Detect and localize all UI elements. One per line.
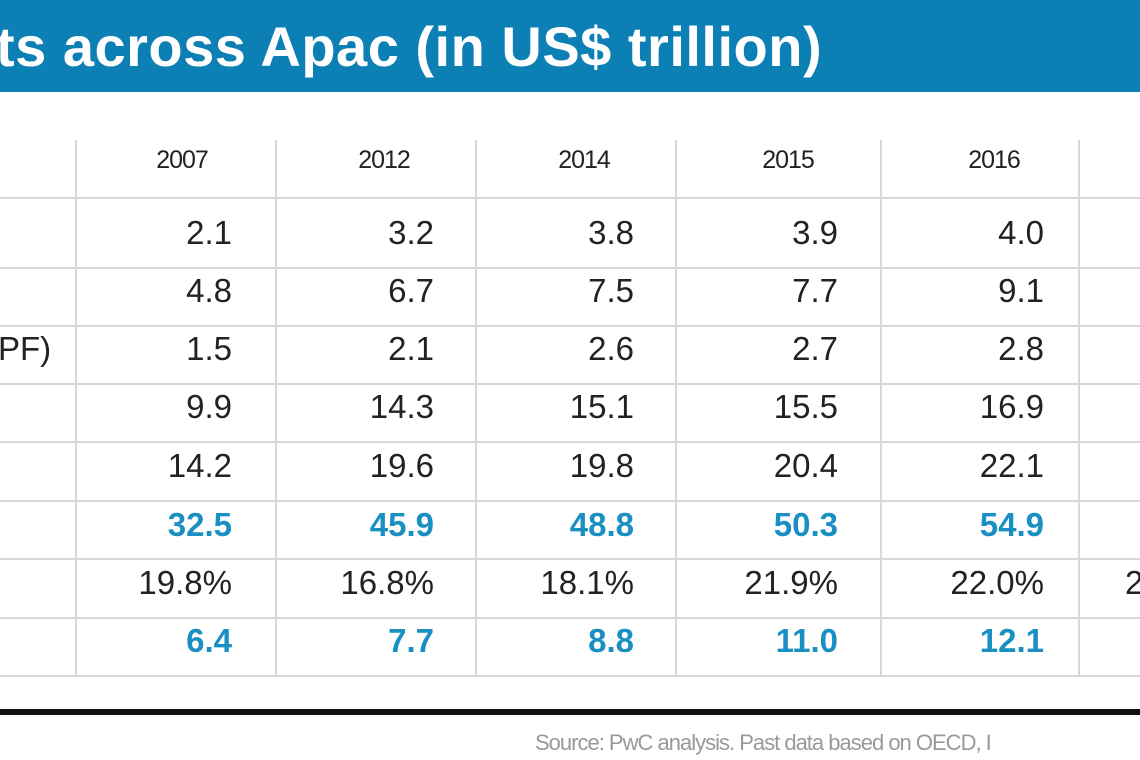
column-header-2015: 2015 — [762, 146, 815, 174]
table-cell: 12.1 — [979, 622, 1044, 659]
table-cell: 22.0% — [950, 564, 1044, 601]
column-header-2016: 2016 — [968, 146, 1021, 174]
column-divider — [275, 140, 277, 675]
column-divider — [880, 140, 882, 675]
table-cell: 4.8 — [186, 272, 232, 309]
table-cell: 19.8 — [569, 447, 634, 484]
table-cell: 18.1% — [540, 564, 634, 601]
table-cell: 2.7 — [792, 330, 838, 367]
row-divider — [0, 441, 1140, 443]
table-cell: 15.5 — [773, 388, 838, 425]
table-cell: 22.1 — [979, 447, 1044, 484]
table-cell: 2.8 — [998, 330, 1044, 367]
table-cell: 2.1 — [186, 214, 232, 251]
table-cell: 7.7 — [388, 622, 434, 659]
table-cell: 16.8% — [340, 564, 434, 601]
bottom-rule — [0, 709, 1140, 715]
table-cell: 32.5 — [167, 506, 232, 543]
source-note: Source: PwC analysis. Past data based on… — [535, 730, 992, 755]
row-divider — [0, 617, 1140, 619]
table-cell: 2.6 — [588, 330, 634, 367]
column-header-2012: 2012 — [358, 146, 411, 174]
table-cell: 4.0 — [998, 214, 1044, 251]
row-divider — [0, 197, 1140, 199]
table-cell: 16.9 — [979, 388, 1044, 425]
column-divider — [75, 140, 77, 675]
table-cell: 2.1 — [388, 330, 434, 367]
table-cell: 6.7 — [388, 272, 434, 309]
row-divider — [0, 558, 1140, 560]
table-cell-partial: 2 — [1125, 564, 1140, 601]
column-header-2007: 2007 — [156, 146, 209, 174]
table-cell: 7.5 — [588, 272, 634, 309]
table-cell: 3.9 — [792, 214, 838, 251]
table-cell: 19.8% — [138, 564, 232, 601]
table-cell: 14.2 — [167, 447, 232, 484]
table-cell: 3.2 — [388, 214, 434, 251]
table-cell: 14.3 — [369, 388, 434, 425]
row-divider — [0, 383, 1140, 385]
table-cell: 9.1 — [998, 272, 1044, 309]
table-cell: 6.4 — [186, 622, 232, 659]
column-divider — [675, 140, 677, 675]
table-cell: 15.1 — [569, 388, 634, 425]
table-cell: 7.7 — [792, 272, 838, 309]
table-cell: 20.4 — [773, 447, 838, 484]
table-cell: 3.8 — [588, 214, 634, 251]
table-cell: 19.6 — [369, 447, 434, 484]
title-bar: ts across Apac (in US$ trillion) — [0, 0, 1140, 92]
row-label-fragment: PF) — [0, 330, 52, 367]
table-cell: 50.3 — [773, 506, 838, 543]
column-divider — [1078, 140, 1080, 675]
row-divider — [0, 500, 1140, 502]
table-cell: 54.9 — [979, 506, 1044, 543]
table-cell: 1.5 — [186, 330, 232, 367]
row-divider — [0, 325, 1140, 327]
table-cell: 9.9 — [186, 388, 232, 425]
row-divider — [0, 675, 1140, 677]
column-divider — [475, 140, 477, 675]
table-cell: 45.9 — [369, 506, 434, 543]
row-divider — [0, 267, 1140, 269]
table-cell: 11.0 — [775, 622, 838, 659]
table-title: ts across Apac (in US$ trillion) — [0, 15, 823, 78]
table-cell: 8.8 — [588, 622, 634, 659]
column-header-2014: 2014 — [558, 146, 611, 174]
table-cell: 48.8 — [569, 506, 634, 543]
table-cell: 21.9% — [744, 564, 838, 601]
